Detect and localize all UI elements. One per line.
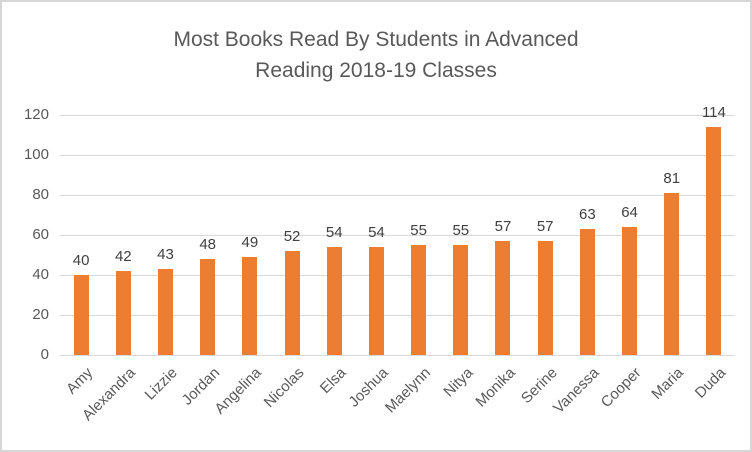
bar bbox=[200, 259, 216, 355]
x-axis-category-label: Monika bbox=[472, 364, 519, 411]
bar-value-label: 52 bbox=[283, 228, 301, 245]
bar bbox=[73, 275, 89, 355]
bar bbox=[495, 241, 511, 355]
bar-value-label: 114 bbox=[701, 104, 726, 121]
gridline bbox=[60, 355, 735, 356]
gridline bbox=[60, 315, 735, 316]
gridline bbox=[60, 195, 735, 196]
bar bbox=[284, 251, 300, 355]
bar bbox=[537, 241, 553, 355]
bar-value-label: 55 bbox=[452, 222, 470, 239]
gridline bbox=[60, 275, 735, 276]
bar-value-label: 54 bbox=[368, 224, 385, 241]
x-axis-category-label: Lizzie bbox=[141, 364, 181, 404]
y-axis-tick-label: 100 bbox=[23, 146, 49, 163]
x-axis-category-label: Nitya bbox=[439, 364, 477, 401]
bar bbox=[411, 245, 427, 355]
gridline bbox=[60, 235, 735, 236]
y-axis-tick-label: 60 bbox=[32, 226, 49, 243]
bar-value-label: 40 bbox=[72, 252, 90, 269]
bar bbox=[622, 227, 638, 355]
y-axis-tick-label: 0 bbox=[40, 346, 49, 363]
bar-value-label: 57 bbox=[494, 218, 512, 235]
x-axis-category-label: Amy bbox=[63, 364, 97, 398]
x-axis-category-label: Nicolas bbox=[260, 364, 308, 412]
bar-value-label: 57 bbox=[536, 218, 554, 235]
bar bbox=[368, 247, 384, 355]
bar bbox=[326, 247, 342, 355]
y-axis-tick-label: 40 bbox=[32, 266, 49, 283]
bar bbox=[453, 245, 469, 355]
x-axis-category-label: Duda bbox=[691, 364, 730, 402]
y-axis-tick-label: 80 bbox=[32, 186, 49, 203]
bar-value-label: 54 bbox=[325, 224, 343, 241]
x-axis-category-label: Cooper bbox=[598, 364, 645, 412]
bar-value-label: 43 bbox=[157, 246, 174, 263]
bar-value-label: 48 bbox=[199, 236, 216, 253]
bar bbox=[157, 269, 173, 355]
bar bbox=[242, 257, 258, 355]
y-axis-tick-label: 120 bbox=[23, 106, 49, 123]
x-axis-category-label: Maelynn bbox=[381, 364, 434, 417]
bar-value-label: 55 bbox=[410, 222, 427, 239]
x-axis-category-label: Elsa bbox=[316, 364, 350, 397]
gridline bbox=[60, 115, 735, 116]
bar bbox=[664, 193, 680, 355]
gridline bbox=[60, 155, 735, 156]
x-axis-category-label: Vanessa bbox=[550, 364, 603, 417]
bar-value-label: 42 bbox=[114, 248, 132, 265]
bar bbox=[706, 127, 722, 355]
bar bbox=[579, 229, 595, 355]
bar-value-label: 81 bbox=[663, 170, 681, 187]
bar-value-label: 63 bbox=[579, 206, 596, 223]
x-axis-category-label: Maria bbox=[648, 364, 688, 403]
bar-value-label: 49 bbox=[241, 234, 259, 251]
y-axis-tick-label: 20 bbox=[32, 306, 49, 323]
bar bbox=[115, 271, 131, 355]
chart-title: Most Books Read By Students in Advanced … bbox=[173, 28, 579, 82]
bar-value-label: 64 bbox=[621, 204, 638, 221]
